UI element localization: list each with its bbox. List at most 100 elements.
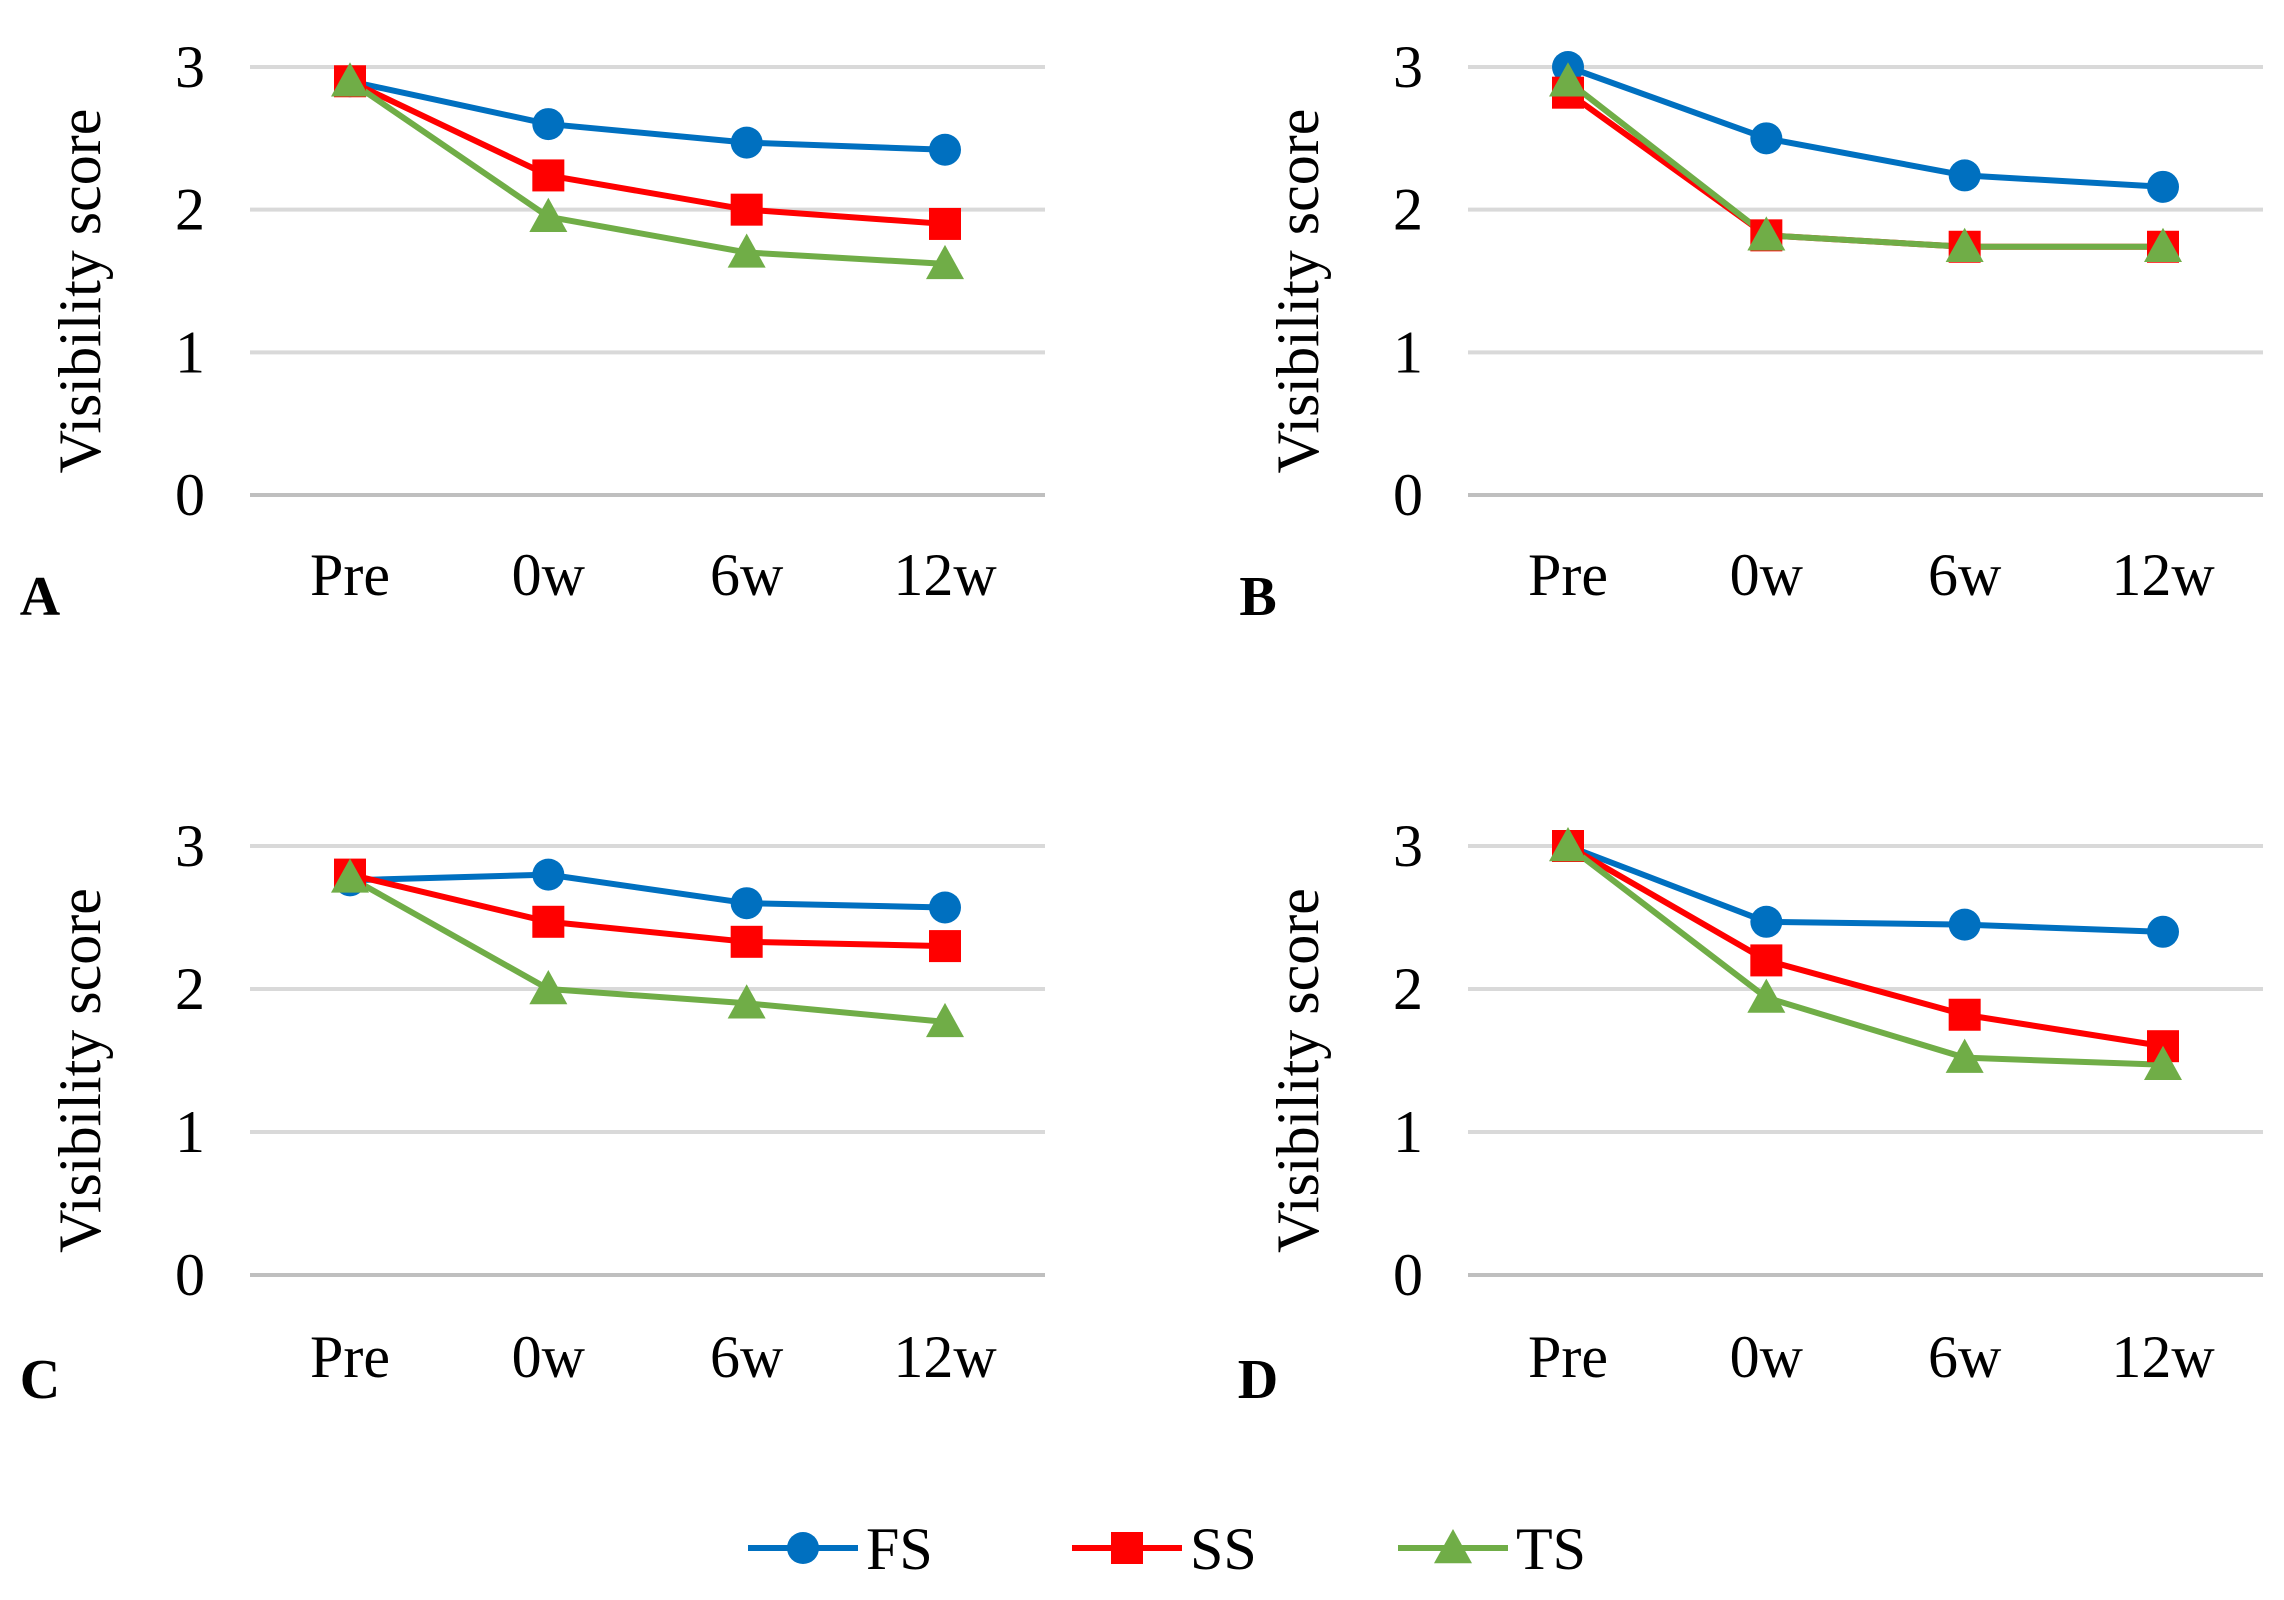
x-tick-label: 6w — [710, 542, 784, 608]
x-tick-label: 0w — [1730, 542, 1804, 608]
y-tick-label: 2 — [175, 956, 205, 1022]
x-tick-label: 12w — [893, 1324, 997, 1390]
x-tick-label: 12w — [2111, 1324, 2215, 1390]
legend-label: SS — [1190, 1516, 1257, 1582]
legend-item-ss: SS — [1072, 1516, 1257, 1582]
x-tick-label: Pre — [1528, 542, 1608, 608]
data-point-ts — [1549, 62, 1587, 97]
data-point-ts — [2144, 227, 2182, 262]
data-point-ts — [529, 970, 568, 1005]
y-axis-label: Visibility score — [47, 109, 113, 474]
y-tick-label: 3 — [1393, 34, 1423, 100]
legend-marker — [1434, 1529, 1472, 1564]
legend-marker — [787, 1532, 819, 1564]
data-point-fs — [1750, 905, 1783, 938]
x-tick-label: 6w — [1928, 542, 2002, 608]
x-tick-label: Pre — [310, 1324, 390, 1390]
data-point-ss — [929, 930, 961, 963]
data-point-fs — [1750, 122, 1783, 155]
panel-a: 0 1 2 3 Pre 0w 6w 12w Visibility score A — [20, 34, 1045, 628]
data-point-ts — [529, 197, 568, 232]
y-tick-label: 3 — [1393, 813, 1423, 879]
series-line-ts — [1566, 843, 2164, 1068]
y-tick-label: 2 — [1393, 177, 1423, 243]
data-point-ts — [727, 984, 766, 1019]
x-tick-label: Pre — [310, 542, 390, 608]
x-tick-label: 6w — [1928, 1324, 2002, 1390]
series-line-ts — [348, 78, 946, 267]
series-line-fs — [349, 871, 946, 911]
data-point-ts — [1747, 978, 1786, 1013]
y-axis-label: Visibility score — [47, 888, 113, 1253]
data-point-ss — [1948, 998, 1981, 1031]
panel-label: C — [20, 1349, 60, 1411]
series-line-ts — [1566, 78, 2163, 250]
data-point-ss — [929, 207, 961, 240]
legend-label: TS — [1516, 1516, 1586, 1582]
series-line-ts — [348, 874, 946, 1025]
series-line-fs — [1566, 843, 2164, 935]
data-point-fs — [1948, 159, 1981, 192]
data-point-ts — [1549, 827, 1587, 862]
y-axis-label: Visibility score — [1265, 109, 1331, 474]
panel-d: 0 1 2 3 Pre 0w 6w 12w Visibility score D — [1238, 813, 2263, 1411]
data-point-ss — [730, 925, 763, 958]
x-tick-label: 0w — [512, 542, 586, 608]
data-point-ts — [331, 858, 369, 893]
panel-b: 0 1 2 3 Pre 0w 6w 12w Visibility score B — [1239, 34, 2263, 628]
legend: FS SS TS — [748, 1516, 1586, 1582]
legend-item-ts: TS — [1398, 1516, 1586, 1582]
y-tick-label: 0 — [175, 462, 205, 528]
series-line-ss — [348, 78, 946, 227]
y-tick-label: 1 — [1393, 319, 1423, 385]
data-point-ts — [926, 1002, 964, 1038]
data-point-ss — [532, 905, 565, 938]
data-point-ss — [532, 159, 565, 192]
y-axis-label: Visibility score — [1265, 888, 1331, 1253]
data-point-fs — [532, 108, 565, 141]
data-point-ts — [1945, 227, 1984, 262]
data-point-fs — [929, 133, 961, 166]
legend-item-fs: FS — [748, 1516, 933, 1582]
y-tick-label: 0 — [175, 1242, 205, 1308]
data-point-fs — [929, 891, 961, 924]
series-line-ss — [1566, 90, 2163, 250]
data-point-ts — [727, 233, 766, 268]
legend-marker — [1111, 1532, 1143, 1564]
y-tick-label: 1 — [1393, 1099, 1423, 1165]
y-tick-label: 3 — [175, 813, 205, 879]
series-line-ss — [349, 871, 946, 950]
x-tick-label: 6w — [710, 1324, 784, 1390]
data-point-ts — [926, 244, 964, 280]
x-tick-label: 0w — [512, 1324, 586, 1390]
data-point-fs — [532, 858, 565, 891]
x-tick-label: 12w — [893, 542, 997, 608]
y-tick-label: 0 — [1393, 1242, 1423, 1308]
panel-label: D — [1238, 1349, 1278, 1411]
panel-label: B — [1239, 566, 1276, 628]
data-point-ts — [331, 62, 369, 97]
data-point-fs — [2147, 170, 2179, 203]
data-point-fs — [730, 887, 763, 920]
panel-c: 0 1 2 3 Pre 0w 6w 12w Visibility score C — [20, 813, 1045, 1411]
data-point-ts — [2144, 1045, 2182, 1080]
data-point-ts — [1747, 216, 1786, 251]
y-tick-label: 2 — [175, 177, 205, 243]
x-tick-label: 0w — [1730, 1324, 1804, 1390]
series-line-ss — [1566, 843, 2164, 1050]
data-point-fs — [2147, 915, 2179, 948]
legend-label: FS — [866, 1516, 933, 1582]
data-point-ss — [1750, 944, 1783, 977]
x-tick-label: 12w — [2111, 542, 2215, 608]
panel-label: A — [20, 566, 61, 628]
data-point-fs — [1948, 908, 1981, 941]
data-point-fs — [730, 126, 763, 159]
x-tick-label: Pre — [1528, 1324, 1608, 1390]
y-tick-label: 1 — [175, 1099, 205, 1165]
y-tick-label: 2 — [1393, 956, 1423, 1022]
panels: 0 1 2 3 Pre 0w 6w 12w Visibility score A 0 1 2 3 Pre 0w… — [20, 34, 2263, 1411]
y-tick-label: 3 — [175, 34, 205, 100]
series-line-fs — [1566, 64, 2164, 190]
y-tick-label: 0 — [1393, 462, 1423, 528]
